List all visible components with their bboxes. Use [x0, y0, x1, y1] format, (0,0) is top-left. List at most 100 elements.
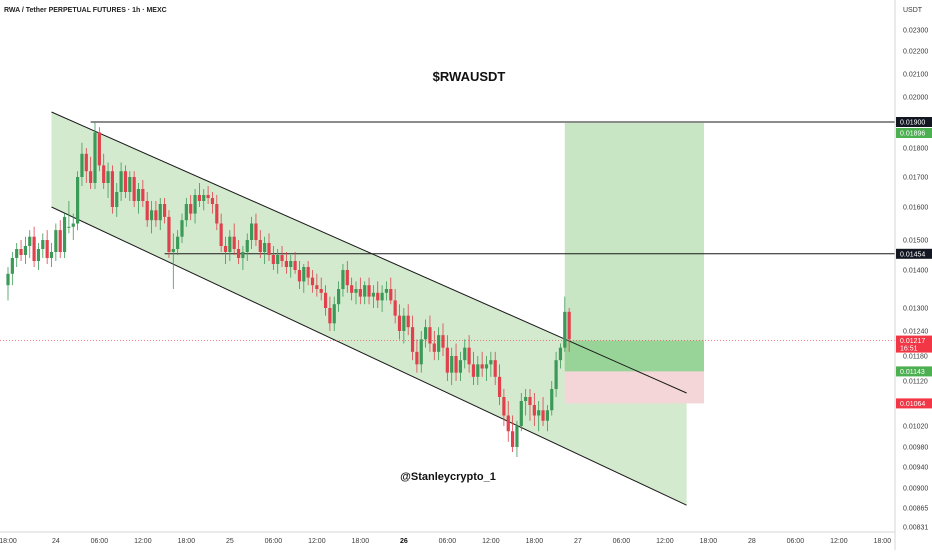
- candle[interactable]: [550, 381, 554, 416]
- candle[interactable]: [10, 252, 14, 286]
- candle[interactable]: [463, 339, 467, 369]
- candle[interactable]: [437, 327, 441, 361]
- target-zone[interactable]: [564, 123, 704, 372]
- candle[interactable]: [89, 156, 93, 189]
- candle[interactable]: [532, 393, 536, 426]
- candle[interactable]: [306, 261, 310, 286]
- candle[interactable]: [193, 189, 197, 224]
- candle[interactable]: [563, 296, 567, 352]
- candle[interactable]: [15, 243, 19, 267]
- candle[interactable]: [528, 389, 532, 421]
- candle[interactable]: [441, 323, 445, 356]
- candle[interactable]: [415, 339, 419, 373]
- candle[interactable]: [428, 315, 432, 352]
- candle[interactable]: [54, 223, 58, 262]
- candle[interactable]: [36, 243, 41, 270]
- candle[interactable]: [154, 201, 158, 227]
- candle[interactable]: [419, 331, 423, 373]
- candle[interactable]: [284, 252, 288, 274]
- candle[interactable]: [502, 389, 506, 426]
- candle[interactable]: [32, 226, 36, 267]
- candle[interactable]: [363, 281, 367, 305]
- candle[interactable]: [228, 230, 232, 261]
- candle[interactable]: [450, 347, 454, 385]
- candle[interactable]: [323, 285, 328, 316]
- candle[interactable]: [132, 171, 136, 207]
- candle[interactable]: [328, 296, 332, 331]
- candle[interactable]: [524, 389, 528, 416]
- candle[interactable]: [123, 165, 128, 198]
- candle[interactable]: [71, 213, 75, 240]
- candle[interactable]: [58, 220, 62, 258]
- candle[interactable]: [158, 198, 162, 231]
- candle[interactable]: [380, 285, 384, 312]
- candle[interactable]: [23, 236, 27, 264]
- candle[interactable]: [424, 319, 428, 348]
- candle[interactable]: [467, 335, 471, 373]
- candle[interactable]: [497, 364, 502, 405]
- candle[interactable]: [506, 401, 510, 442]
- candle[interactable]: [558, 343, 563, 369]
- candle[interactable]: [280, 246, 284, 267]
- candle[interactable]: [537, 401, 541, 432]
- candle[interactable]: [219, 213, 223, 252]
- candle[interactable]: [97, 127, 101, 172]
- candle[interactable]: [310, 270, 315, 293]
- candle[interactable]: [19, 240, 23, 261]
- candle[interactable]: [445, 335, 449, 381]
- candle[interactable]: [276, 249, 280, 274]
- candle[interactable]: [454, 343, 458, 382]
- candle[interactable]: [6, 267, 10, 301]
- candle[interactable]: [302, 264, 306, 293]
- candle[interactable]: [476, 356, 480, 385]
- candle[interactable]: [484, 356, 489, 381]
- candle[interactable]: [80, 142, 84, 186]
- candle[interactable]: [337, 281, 341, 312]
- candle[interactable]: [410, 315, 415, 361]
- candle[interactable]: [202, 189, 206, 211]
- candle[interactable]: [254, 213, 258, 246]
- candle[interactable]: [236, 240, 241, 264]
- candle[interactable]: [406, 304, 410, 336]
- candle[interactable]: [545, 405, 549, 432]
- candle[interactable]: [76, 171, 80, 231]
- candle[interactable]: [267, 233, 271, 261]
- candle[interactable]: [263, 236, 267, 264]
- candle[interactable]: [141, 180, 145, 207]
- candle[interactable]: [106, 162, 110, 199]
- candle[interactable]: [115, 183, 119, 217]
- candle[interactable]: [241, 246, 245, 270]
- candle[interactable]: [293, 252, 297, 274]
- candle[interactable]: [519, 393, 523, 432]
- candle[interactable]: [163, 198, 167, 224]
- candle[interactable]: [41, 233, 45, 258]
- candle[interactable]: [350, 277, 354, 301]
- candle[interactable]: [171, 233, 175, 289]
- candle[interactable]: [515, 420, 519, 457]
- candle[interactable]: [511, 415, 515, 453]
- candle[interactable]: [297, 261, 302, 289]
- candle[interactable]: [271, 246, 275, 270]
- channel-lower-line[interactable]: [51, 206, 687, 506]
- candle[interactable]: [184, 198, 188, 227]
- candle[interactable]: [128, 171, 132, 201]
- candle[interactable]: [480, 351, 484, 377]
- candle[interactable]: [397, 304, 402, 340]
- candle[interactable]: [376, 281, 380, 308]
- candle[interactable]: [341, 264, 345, 297]
- candle[interactable]: [28, 230, 32, 258]
- time-axis[interactable]: 18:00 24 06:00 12:00 18:00 25 06:00 12:00 18:00 2…: [0, 538, 891, 545]
- stop-zone[interactable]: [564, 371, 704, 404]
- candle[interactable]: [110, 165, 114, 214]
- candle[interactable]: [315, 273, 319, 297]
- candle[interactable]: [149, 201, 154, 234]
- candle[interactable]: [289, 255, 293, 278]
- candle[interactable]: [471, 351, 476, 385]
- candle[interactable]: [493, 351, 497, 385]
- candle[interactable]: [232, 223, 236, 256]
- candle[interactable]: [250, 216, 254, 249]
- candle[interactable]: [167, 210, 171, 258]
- candle[interactable]: [402, 308, 406, 344]
- candle[interactable]: [197, 183, 201, 207]
- candle[interactable]: [393, 289, 397, 324]
